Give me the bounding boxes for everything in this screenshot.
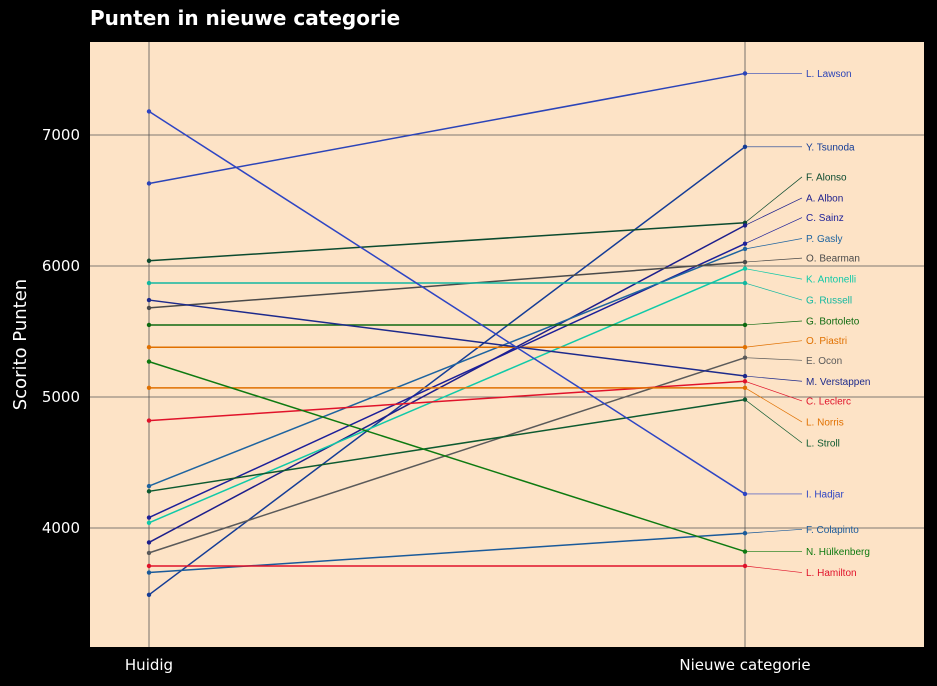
x-tick-label: Nieuwe categorie: [679, 656, 810, 674]
series-line: [148, 224, 746, 544]
data-point: [146, 540, 152, 545]
series-label: Y. Tsunoda: [806, 142, 855, 153]
data-point: [146, 483, 152, 489]
series-labels: L. Lawson Y. Tsunoda F. Alonso A. Albon C. S…: [744, 69, 870, 579]
data-point: [146, 359, 152, 364]
leader-line: [744, 357, 803, 361]
x-tick-label: Huidig: [125, 656, 173, 674]
series-label: C. Leclerc: [806, 396, 851, 407]
data-point: [146, 520, 152, 525]
leader-line: [744, 238, 803, 250]
series-line: [148, 243, 746, 519]
series-label: L. Hamilton: [806, 568, 857, 579]
data-point: [146, 570, 152, 575]
data-point: [742, 385, 748, 391]
series-line: [148, 267, 746, 524]
series-label: A. Albon: [806, 193, 843, 204]
series-label: I. Hadjar: [806, 489, 844, 500]
series-label: K. Antonelli: [806, 275, 856, 286]
y-tick-label: 4000: [42, 519, 80, 537]
series-label: F. Alonso: [806, 172, 847, 183]
series-label: L. Norris: [806, 417, 844, 428]
series-label: P. Gasly: [806, 234, 843, 245]
y-tick-label: 7000: [42, 126, 80, 144]
series-label: L. Stroll: [806, 438, 840, 449]
leader-line: [744, 282, 803, 301]
data-point: [146, 258, 152, 263]
series-line: [148, 110, 746, 495]
series-lines: [146, 71, 748, 598]
leader-line: [744, 340, 803, 348]
series-label: O. Piastri: [806, 336, 847, 347]
series-line: [148, 261, 746, 309]
data-point: [146, 305, 152, 311]
series-line: [148, 72, 746, 185]
data-point: [146, 563, 152, 569]
series-label: G. Russell: [806, 296, 852, 307]
series-line: [148, 222, 746, 262]
data-point: [146, 109, 152, 114]
y-tick-label: 6000: [42, 257, 80, 275]
leader-line: [744, 176, 803, 224]
series-label: L. Lawson: [806, 69, 852, 80]
series-label: F. Colapinto: [806, 525, 859, 536]
leader-line: [744, 197, 803, 226]
y-axis-title: Scorito Punten: [10, 279, 31, 410]
leader-line: [744, 528, 803, 534]
series-line: [148, 360, 746, 553]
chart-title: Punten in nieuwe categorie: [90, 6, 401, 30]
series-line: [148, 299, 746, 377]
data-point: [146, 550, 152, 556]
leader-line: [744, 565, 803, 573]
series-label: N. Hülkenberg: [806, 547, 870, 558]
series-label: O. Bearman: [806, 254, 860, 265]
series-label: G. Bortoleto: [806, 317, 860, 328]
axes: 4000 5000 6000 7000 Huidig Nieuwe categorie Sc…: [10, 126, 811, 674]
series-line: [148, 356, 746, 554]
series-label: M. Verstappen: [806, 377, 870, 388]
plot-background: [90, 42, 924, 647]
series-label: E. Ocon: [806, 356, 842, 367]
series-line: [148, 248, 746, 487]
data-point: [146, 385, 152, 391]
leader-line: [744, 380, 803, 402]
series-label: C. Sainz: [806, 213, 844, 224]
data-point: [146, 280, 152, 286]
data-point: [146, 592, 152, 598]
leader-line: [744, 320, 803, 326]
leader-line: [744, 268, 803, 280]
data-point: [146, 418, 152, 423]
data-point: [146, 322, 152, 328]
leader-line: [744, 399, 803, 444]
leader-line: [744, 387, 803, 423]
data-point: [146, 181, 152, 186]
leader-line: [744, 375, 803, 382]
series-line: [148, 398, 746, 493]
data-point: [146, 297, 152, 303]
data-point: [146, 515, 152, 520]
data-point: [146, 489, 152, 494]
data-point: [742, 280, 748, 286]
y-tick-label: 5000: [42, 388, 80, 406]
data-point: [742, 373, 748, 379]
data-point: [146, 345, 152, 350]
leader-line: [744, 217, 803, 245]
data-point: [742, 379, 748, 384]
leader-line: [744, 257, 803, 263]
